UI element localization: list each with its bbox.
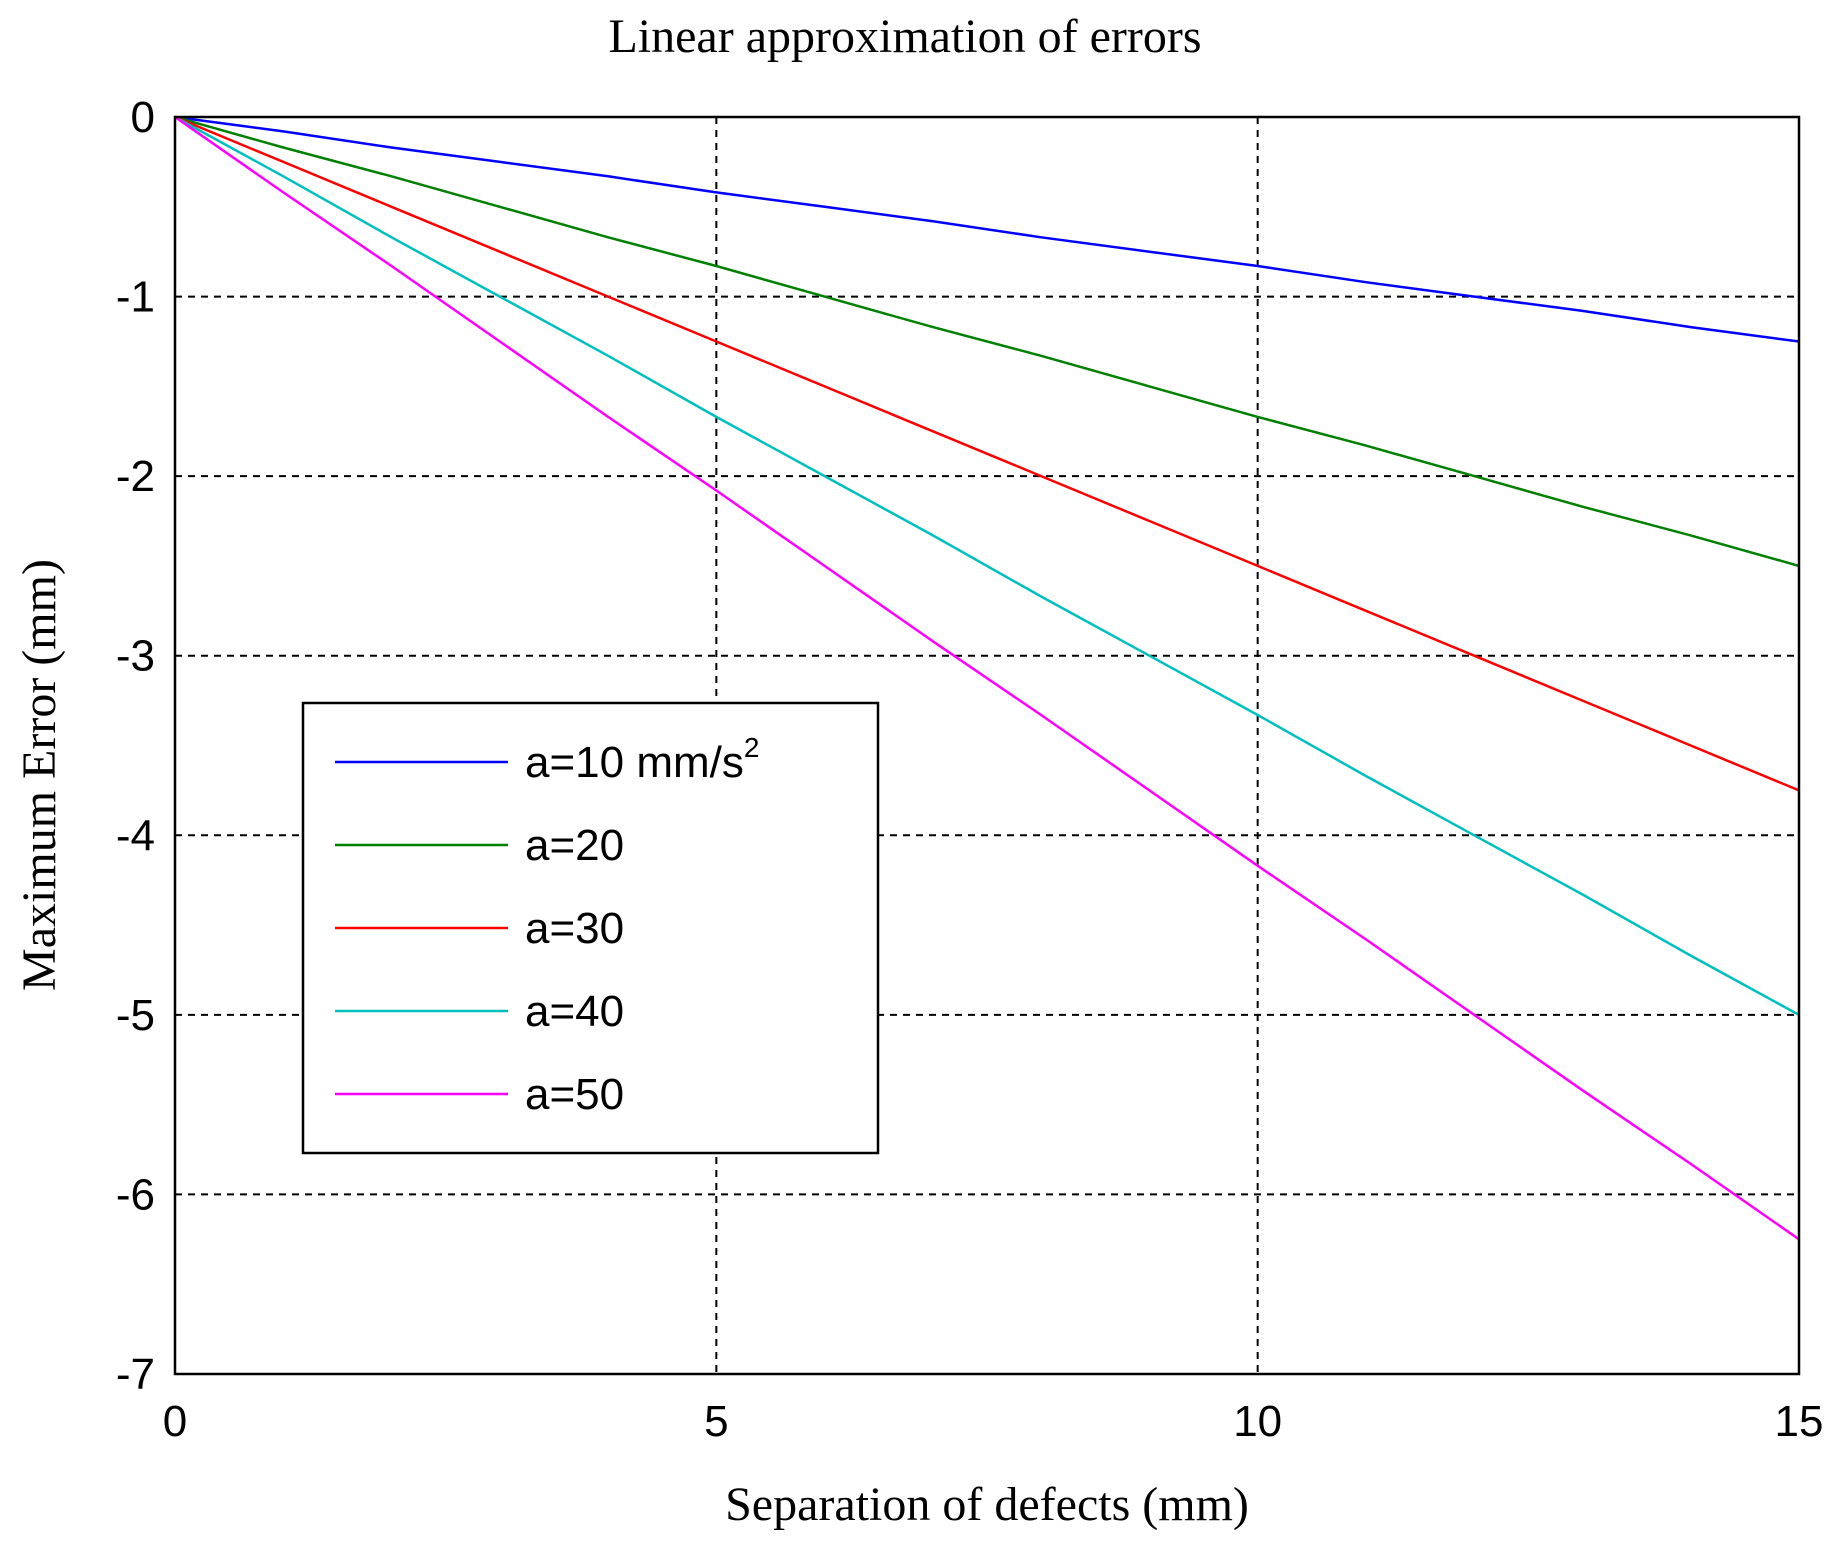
y-tick-label: 0: [131, 93, 155, 142]
y-tick-label: -6: [116, 1170, 155, 1219]
series-line-3: [174, 115, 1800, 792]
legend-label-text: a=40: [525, 987, 624, 1036]
legend-label-5: a=50: [525, 1070, 624, 1119]
x-tick-label: 5: [704, 1397, 728, 1446]
grid-layer: [175, 117, 1799, 1374]
legend-label-text: a=50: [525, 1070, 624, 1119]
y-tick-labels: 0 -1 -2 -3 -4 -5 -6 -7: [116, 93, 155, 1399]
legend-label-text: a=10 mm/s: [525, 738, 744, 787]
legend-label-3: a=30: [525, 904, 624, 953]
legend-label-superscript: 2: [744, 732, 760, 763]
plot-frame: [173, 115, 1801, 1376]
legend-label-text: a=20: [525, 821, 624, 870]
y-tick-label: -7: [116, 1350, 155, 1399]
legend-label-4: a=40: [525, 987, 624, 1036]
y-tick-label: -3: [116, 632, 155, 681]
legend-label-text: a=30: [525, 904, 624, 953]
x-tick-label: 10: [1233, 1397, 1282, 1446]
x-tick-label: 15: [1775, 1397, 1824, 1446]
y-axis-label: Maximum Error (mm): [13, 559, 66, 991]
x-axis-label: Separation of defects (mm): [725, 1478, 1249, 1531]
series-line-5: [174, 115, 1800, 1241]
y-tick-label: -5: [116, 991, 155, 1040]
y-tick-label: -1: [116, 273, 155, 322]
y-tick-label: -2: [116, 452, 155, 501]
legend-label-1: a=10 mm/s2: [525, 732, 759, 787]
x-tick-labels: 0 5 10 15: [163, 1397, 1824, 1446]
legend-label-2: a=20: [525, 821, 624, 870]
series-line-2: [174, 115, 1800, 568]
y-tick-label: -4: [116, 811, 155, 860]
legend: a=10 mm/s2 a=20 a=30 a=40 a=50: [301, 701, 880, 1155]
series-line-1: [174, 115, 1800, 343]
chart-title: Linear approximation of errors: [608, 10, 1201, 63]
series-line-4: [174, 115, 1800, 1016]
series-layer: [174, 115, 1800, 1241]
x-tick-label: 0: [163, 1397, 187, 1446]
